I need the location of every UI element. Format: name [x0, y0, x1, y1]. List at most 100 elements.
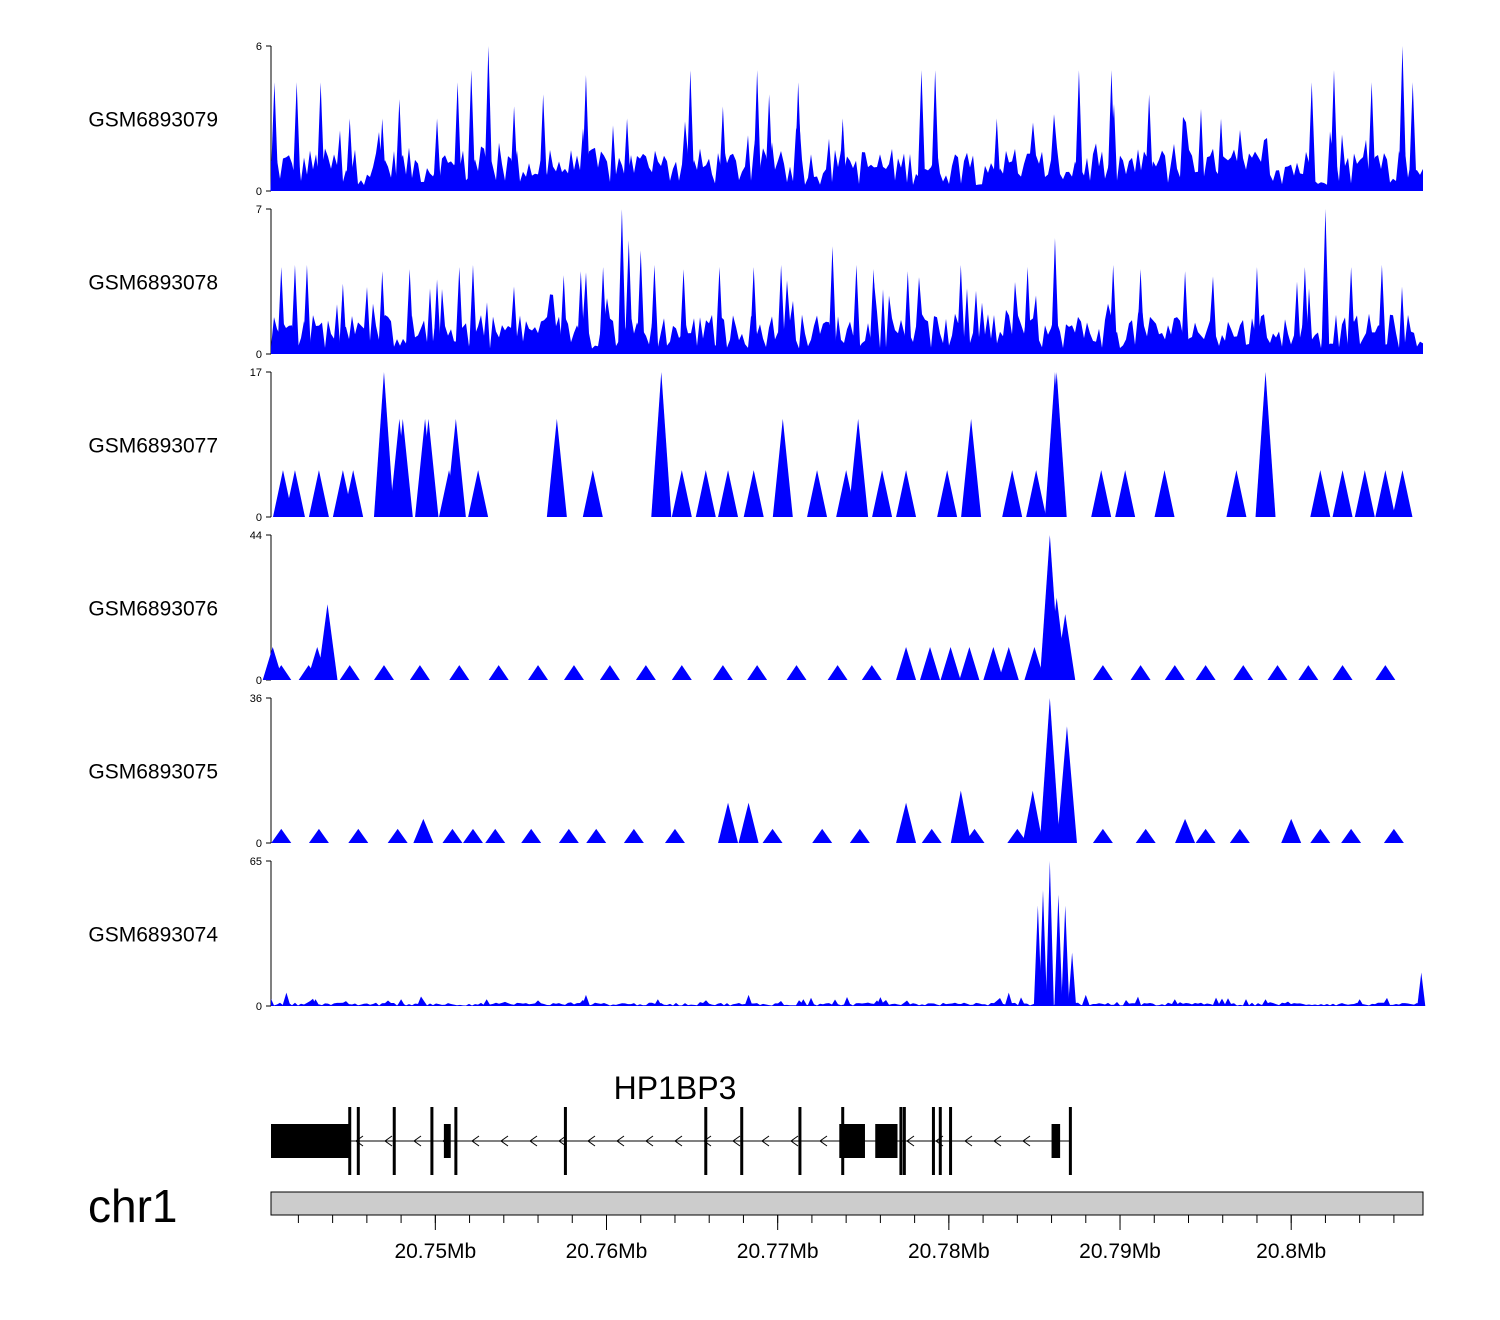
- strand-arrow: [500, 1135, 509, 1147]
- strand-arrow: [1022, 1135, 1031, 1147]
- signal-peak: [468, 264, 477, 354]
- signal-peak: [917, 70, 926, 191]
- x-tick-label: 20.75Mb: [394, 1240, 476, 1263]
- signal-peak: [940, 647, 961, 680]
- signal-peak: [586, 828, 607, 843]
- signal-peak: [743, 470, 764, 517]
- signal-peak: [1024, 647, 1045, 680]
- signal-peak: [387, 828, 408, 843]
- signal-peak: [931, 70, 940, 191]
- signal-tracks: GSM689307960GSM689307870GSM6893077170GSM…: [88, 41, 1426, 1013]
- gene-exon-narrow: [899, 1107, 903, 1175]
- signal-peak: [617, 209, 626, 354]
- gene-model: HP1BP3: [271, 1070, 1072, 1175]
- signal-peak: [445, 418, 466, 517]
- track-label: GSM6893075: [88, 761, 218, 784]
- signal-peak: [563, 665, 584, 680]
- signal-peak: [1332, 470, 1353, 517]
- signal-peak: [1229, 828, 1250, 843]
- signal-peak: [1109, 264, 1118, 354]
- signal-peak: [599, 267, 608, 354]
- signal-peak: [635, 665, 656, 680]
- signal-peak: [695, 470, 716, 517]
- signal-peak: [896, 470, 917, 517]
- signal-peak: [1038, 890, 1047, 1006]
- signal-peak: [1026, 470, 1047, 517]
- signal-peak: [1367, 82, 1376, 191]
- signal-peak: [348, 828, 369, 843]
- signal-peak: [1055, 614, 1076, 680]
- signal-peak: [378, 271, 387, 354]
- y-max-label: 17: [250, 367, 262, 379]
- signal-peak: [521, 828, 542, 843]
- signal-peak: [636, 250, 645, 354]
- chromosome-ideogram: [270, 1191, 1424, 1216]
- signal-peak: [308, 470, 329, 517]
- y-min-label: 0: [256, 675, 262, 687]
- strand-arrow: [964, 1135, 973, 1147]
- signal-peak: [316, 82, 325, 191]
- strand-arrow: [529, 1135, 538, 1147]
- signal-peak: [455, 267, 464, 354]
- gene-exon-narrow: [938, 1107, 942, 1175]
- signal-peak: [449, 665, 470, 680]
- signal-peak: [1195, 665, 1216, 680]
- strand-arrow: [993, 1135, 1002, 1147]
- signal-peak: [624, 240, 633, 354]
- signal-peak: [1341, 828, 1362, 843]
- gene-exon: [271, 1124, 350, 1158]
- track-GSM6893074: GSM6893074 65 0: [88, 856, 1426, 1013]
- signal-peak: [712, 665, 733, 680]
- strand-arrow: [674, 1135, 683, 1147]
- signal-peak: [1310, 470, 1331, 517]
- x-tick-label: 20.76Mb: [566, 1240, 648, 1263]
- signal-peak: [467, 70, 476, 191]
- signal-peak: [271, 665, 292, 680]
- signal-peak: [749, 267, 758, 354]
- track-label: GSM6893076: [88, 598, 218, 621]
- strand-arrow: [558, 1135, 567, 1147]
- track-GSM6893078: GSM6893078 7 0: [88, 204, 1423, 361]
- signal-peak: [1300, 267, 1309, 354]
- signal-peak: [1354, 470, 1375, 517]
- signal-peak: [738, 802, 759, 843]
- signal-peak: [284, 470, 305, 517]
- signal-peak: [1074, 70, 1083, 191]
- signal-peak: [747, 665, 768, 680]
- signal-peak: [1023, 267, 1032, 354]
- signal-peak: [317, 604, 338, 680]
- signal-peak: [1298, 665, 1319, 680]
- signal-peak: [1054, 894, 1063, 1006]
- signal-peak: [1091, 470, 1112, 517]
- signal-peak: [462, 828, 483, 843]
- signal-peak: [1321, 209, 1330, 354]
- strand-arrow: [355, 1135, 364, 1147]
- signal-peak: [828, 246, 837, 354]
- signal-peak: [1181, 271, 1190, 354]
- signal-peak: [1252, 267, 1261, 354]
- signal-peak: [920, 647, 941, 680]
- gene-exon-narrow: [704, 1107, 708, 1175]
- signal-peak: [1136, 269, 1145, 354]
- signal-peak: [1383, 828, 1404, 843]
- signal-peak: [1033, 905, 1042, 1006]
- signal-peak: [1195, 828, 1216, 843]
- signal-peak: [528, 665, 549, 680]
- y-min-label: 0: [256, 1001, 262, 1013]
- signal-peak: [849, 828, 870, 843]
- signal-peak: [378, 118, 387, 191]
- signal-peak: [903, 271, 912, 354]
- signal-peak: [998, 647, 1019, 680]
- strand-arrow: [413, 1135, 422, 1147]
- signal-peak: [395, 99, 404, 191]
- signal-peak: [1081, 994, 1090, 1006]
- y-max-label: 36: [250, 693, 262, 705]
- signal-peak: [1329, 70, 1338, 191]
- signal-peak: [1310, 828, 1331, 843]
- signal-peak: [292, 82, 301, 191]
- signal-peak: [485, 828, 506, 843]
- y-min-label: 0: [256, 838, 262, 850]
- y-min-label: 0: [256, 186, 262, 198]
- track-label: GSM6893079: [88, 109, 218, 132]
- signal-peak: [433, 118, 442, 191]
